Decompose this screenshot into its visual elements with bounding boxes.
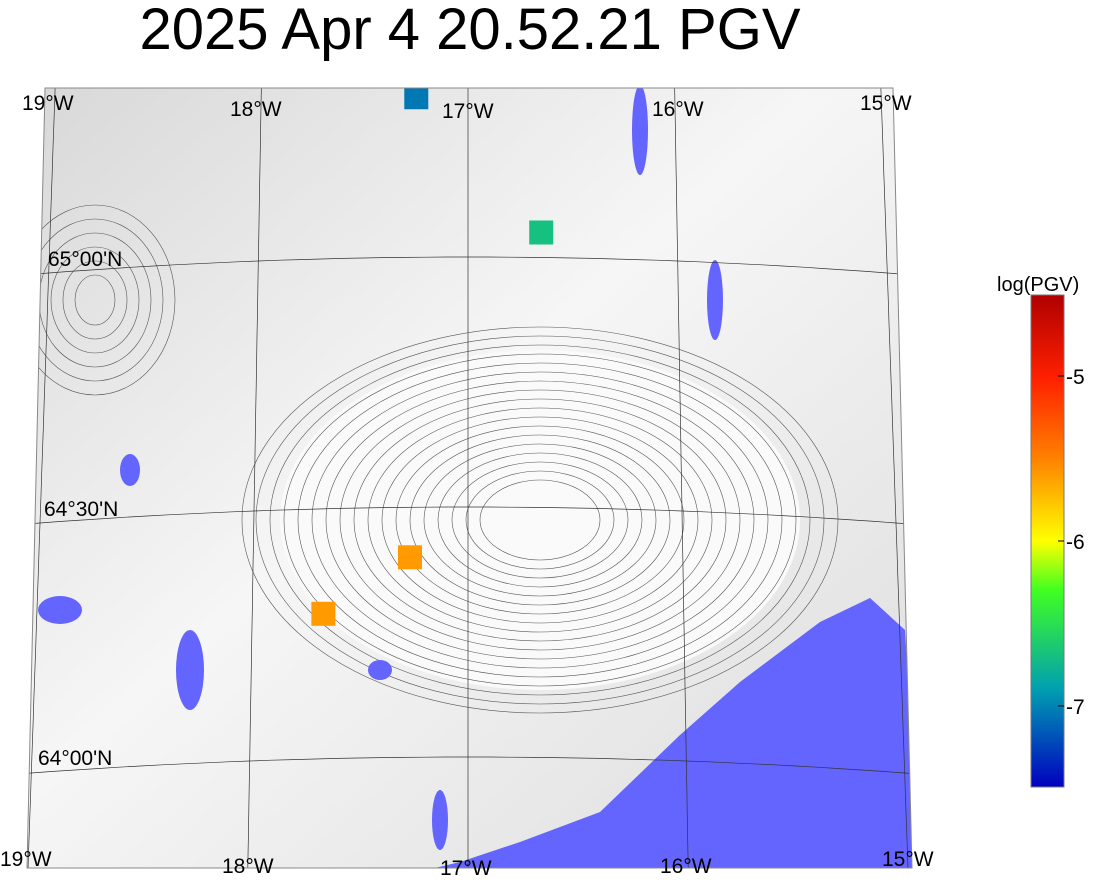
parallel [27, 506, 912, 527]
lat-labels: 65°00'N 64°30'N 64°00'N [38, 248, 122, 770]
meridian [247, 88, 263, 868]
lon-label: 19°W [0, 848, 52, 871]
colorbar-title: log(PGV) [997, 274, 1080, 296]
contour-line [451, 461, 629, 579]
lon-label: 18°W [222, 855, 274, 878]
lon-labels-bottom: 19°W 18°W 17°W 16°W 15°W [0, 848, 934, 880]
contours [27, 204, 839, 714]
map-frame [26, 87, 913, 869]
contour-line [283, 353, 797, 687]
map-title: 2025 Apr 4 20.52.21 PGV [139, 0, 801, 62]
contour-line [367, 407, 713, 633]
lon-labels-top: 19°W 18°W 17°W 16°W 15°W [22, 92, 912, 123]
lon-label: 15°W [860, 92, 912, 115]
meridian [673, 88, 689, 868]
station-marker[interactable] [404, 85, 429, 110]
contour-line [62, 260, 128, 340]
contour-line [381, 416, 699, 624]
contour-line [74, 274, 116, 326]
lake [432, 790, 448, 850]
colorbar-tick-label: -6 [1066, 531, 1085, 554]
contour-line [50, 246, 140, 354]
contour-line [241, 326, 839, 714]
contour-line [27, 218, 164, 382]
lake [120, 454, 140, 486]
colorbar-ticks: -5 -6 -7 [1058, 366, 1085, 719]
lon-label: 17°W [442, 100, 494, 123]
lake [176, 630, 204, 710]
contour-line [437, 452, 643, 588]
lon-label: 17°W [440, 857, 492, 880]
contour-line [297, 362, 783, 678]
lat-label: 65°00'N [48, 248, 122, 271]
colorbar-tick-label: -5 [1066, 366, 1085, 389]
sea [360, 598, 912, 868]
station-marker[interactable] [529, 220, 554, 245]
contour-line [409, 434, 671, 606]
parallel [27, 256, 909, 277]
lake [707, 260, 723, 340]
lon-label: 19°W [22, 92, 74, 115]
meridian [27, 88, 56, 868]
lon-label: 18°W [230, 98, 282, 121]
lake [368, 660, 392, 680]
graticule [27, 88, 912, 868]
contour-line [27, 204, 176, 396]
contour-line [325, 380, 755, 660]
contour-line [339, 389, 741, 651]
contour-line [255, 335, 825, 705]
parallel [27, 756, 912, 777]
stations [311, 85, 554, 626]
lon-label: 15°W [882, 848, 934, 871]
lon-label: 16°W [660, 855, 712, 878]
lat-label: 64°30'N [44, 498, 118, 521]
contour-line [479, 479, 601, 561]
colorbar-tick-label: -7 [1066, 696, 1085, 719]
contour-line [395, 425, 685, 615]
glacier [280, 350, 800, 690]
lon-label: 16°W [652, 98, 704, 121]
lake [632, 88, 648, 175]
lake [38, 596, 82, 624]
contour-line [465, 470, 615, 570]
station-marker[interactable] [397, 545, 422, 570]
contour-line [423, 443, 657, 597]
contour-line [269, 344, 811, 696]
station-marker[interactable] [311, 601, 336, 626]
meridian [880, 88, 910, 868]
lat-label: 64°00'N [38, 747, 112, 770]
contour-line [353, 398, 727, 642]
lakes [38, 88, 723, 850]
contour-line [311, 371, 769, 669]
